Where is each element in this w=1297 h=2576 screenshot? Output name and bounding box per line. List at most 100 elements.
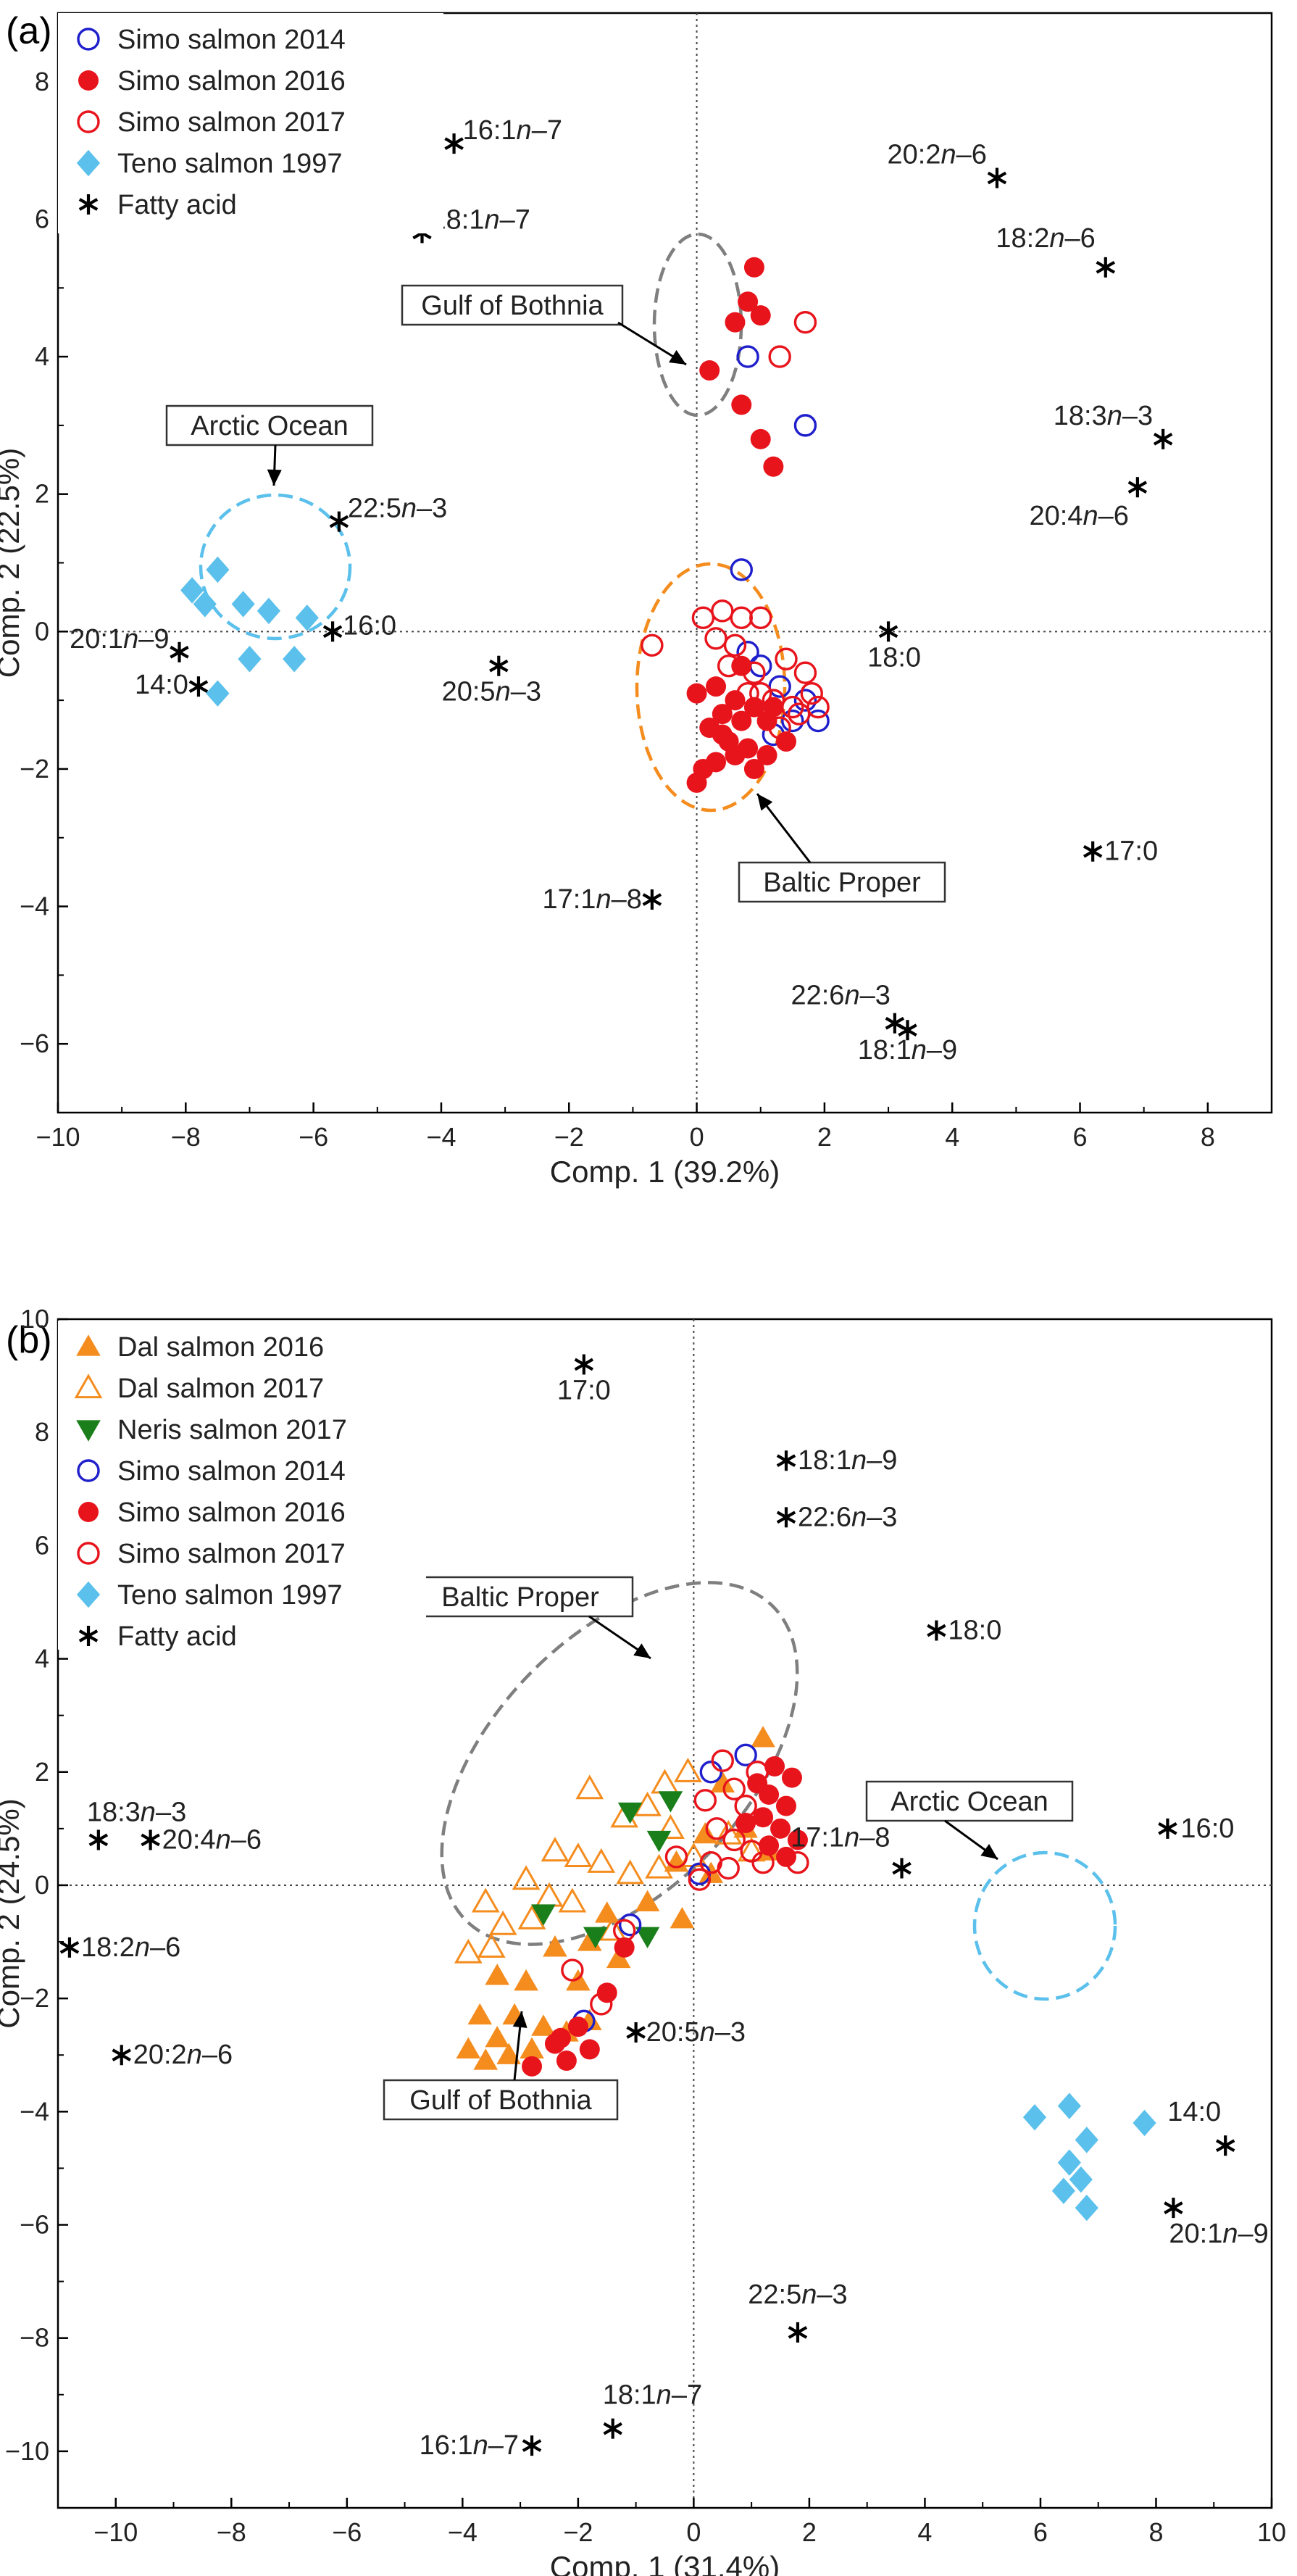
legend-label: Fatty acid	[117, 1621, 237, 1652]
data-point	[517, 1904, 546, 1929]
data-point	[711, 1749, 734, 1772]
data-point	[717, 1856, 740, 1880]
fatty-acid-marker	[88, 1829, 109, 1850]
data-point	[750, 428, 771, 449]
legend-entry: Simo salmon 2014	[77, 1456, 346, 1487]
legend-label: Fatty acid	[117, 190, 237, 220]
data-point	[686, 683, 707, 704]
series-simo-salmon-2017	[641, 310, 830, 739]
fatty-acid-marker	[1215, 2135, 1235, 2156]
fatty-acids: 17:0 18:1n–9 22:6n–3 18:0 18:3n–320:4n–6 17:1…	[59, 1354, 1269, 2461]
legend-label: Dal salmon 2017	[117, 1374, 324, 1404]
fatty-acid-label: 20:2n–6	[133, 2040, 233, 2070]
y-tick-label: 4	[35, 1644, 49, 1674]
fatty-acid-marker	[626, 2022, 646, 2043]
legend-label: Teno salmon 1997	[117, 149, 343, 179]
fatty-acid-label: 17:0	[557, 1375, 611, 1405]
x-tick-label: 0	[686, 2517, 701, 2547]
fatty-acid-label: 22:5n–3	[348, 494, 447, 524]
y-tick-label: 8	[35, 67, 49, 96]
legend-label: Neris salmon 2017	[117, 1415, 347, 1445]
data-point	[485, 1964, 509, 1985]
fatty-acid-label: 18:3n–3	[1054, 401, 1153, 431]
legend-label: Simo salmon 2014	[117, 25, 346, 55]
x-tick-label: 10	[1257, 2517, 1286, 2547]
data-point	[763, 697, 784, 718]
legend-marker	[78, 1626, 99, 1646]
legend-marker	[78, 194, 99, 215]
annotation-arrow-head	[267, 469, 282, 486]
data-point	[512, 1865, 541, 1890]
legend-label: Simo salmon 2017	[117, 1539, 346, 1569]
data-point	[633, 1791, 662, 1816]
data-point	[541, 1837, 570, 1862]
data-point	[750, 305, 771, 326]
x-axis-ticks: −10 −8 −6 −4 −2 0 2 4 6 8 10	[93, 2498, 1286, 2547]
data-point	[740, 1840, 763, 1863]
x-tick-label: 4	[917, 2517, 932, 2547]
data-point	[738, 291, 759, 312]
data-point	[764, 1756, 785, 1777]
fatty-acid-marker	[444, 133, 464, 154]
fatty-acid-label: 20:5n–3	[442, 677, 541, 707]
data-point	[712, 724, 733, 745]
fatty-acid-marker	[776, 1507, 796, 1528]
panel-a: (a) −10 −8 −6 −4 −2 0 2 4 6 8 −6 −4 −2 0 2 4 6 8 Comp. 1 (…	[0, 10, 1273, 1189]
data-point	[706, 676, 727, 697]
data-point	[473, 2048, 499, 2070]
data-point	[693, 1789, 717, 1812]
data-point	[1051, 2177, 1075, 2204]
data-point	[612, 1919, 636, 1943]
legend-marker	[76, 1334, 101, 1356]
annotation-arrow-head	[669, 349, 686, 365]
data-point	[488, 1910, 517, 1935]
fatty-acid-marker	[489, 655, 509, 676]
fatty-acid-label: 20:1n–9	[1169, 2219, 1268, 2249]
fatty-acid-marker	[1158, 1818, 1177, 1839]
fatty-acid-marker	[188, 676, 209, 697]
fatty-acid-label: 14:0	[135, 670, 188, 700]
annotation-text: Arctic Ocean	[191, 411, 349, 441]
legend-marker	[74, 1374, 103, 1399]
annotation-arrow-head	[633, 1643, 651, 1658]
data-point	[231, 591, 255, 618]
fatty-acid-label: 22:6n–3	[798, 1502, 897, 1532]
data-point	[705, 1817, 728, 1840]
data-point	[776, 731, 796, 752]
data-point	[658, 1791, 683, 1813]
x-tick-label: 8	[1148, 2517, 1163, 2547]
fatty-acid-marker	[1127, 477, 1148, 498]
data-point	[714, 1819, 743, 1845]
data-point	[756, 744, 777, 765]
fatty-acid-label: 16:1n–7	[463, 115, 562, 146]
data-point	[180, 577, 204, 604]
data-point	[743, 758, 764, 779]
data-point	[730, 606, 753, 630]
annotation-box	[383, 2079, 619, 2121]
y-tick-label: −10	[5, 2436, 49, 2466]
cluster-ellipse	[972, 1850, 1117, 2001]
y-tick-label: 8	[35, 1417, 49, 1447]
data-point	[238, 646, 262, 673]
data-point	[743, 661, 766, 684]
data-point	[731, 394, 752, 415]
legend-entry: Simo salmon 2016	[78, 1497, 346, 1528]
data-point	[793, 310, 817, 334]
data-point	[646, 1830, 672, 1853]
fatty-acid-label: 18:1n–7	[603, 2380, 702, 2411]
data-point	[759, 1835, 780, 1856]
annotation-text: Arctic Ocean	[891, 1787, 1048, 1817]
data-point	[616, 1859, 645, 1885]
x-tick-label: −2	[563, 2517, 593, 2547]
legend-entry: Dal salmon 2017	[74, 1374, 324, 1404]
legend-entry: Teno salmon 1997	[76, 149, 343, 179]
data-point	[710, 1771, 735, 1792]
y-tick-label: −4	[20, 2096, 49, 2126]
data-point	[736, 345, 759, 368]
data-point	[735, 1813, 756, 1834]
data-point	[635, 1890, 660, 1911]
annotation-text: Baltic Proper	[441, 1582, 599, 1613]
data-point	[496, 2043, 521, 2064]
data-point	[743, 697, 764, 718]
data-point	[674, 1757, 702, 1782]
